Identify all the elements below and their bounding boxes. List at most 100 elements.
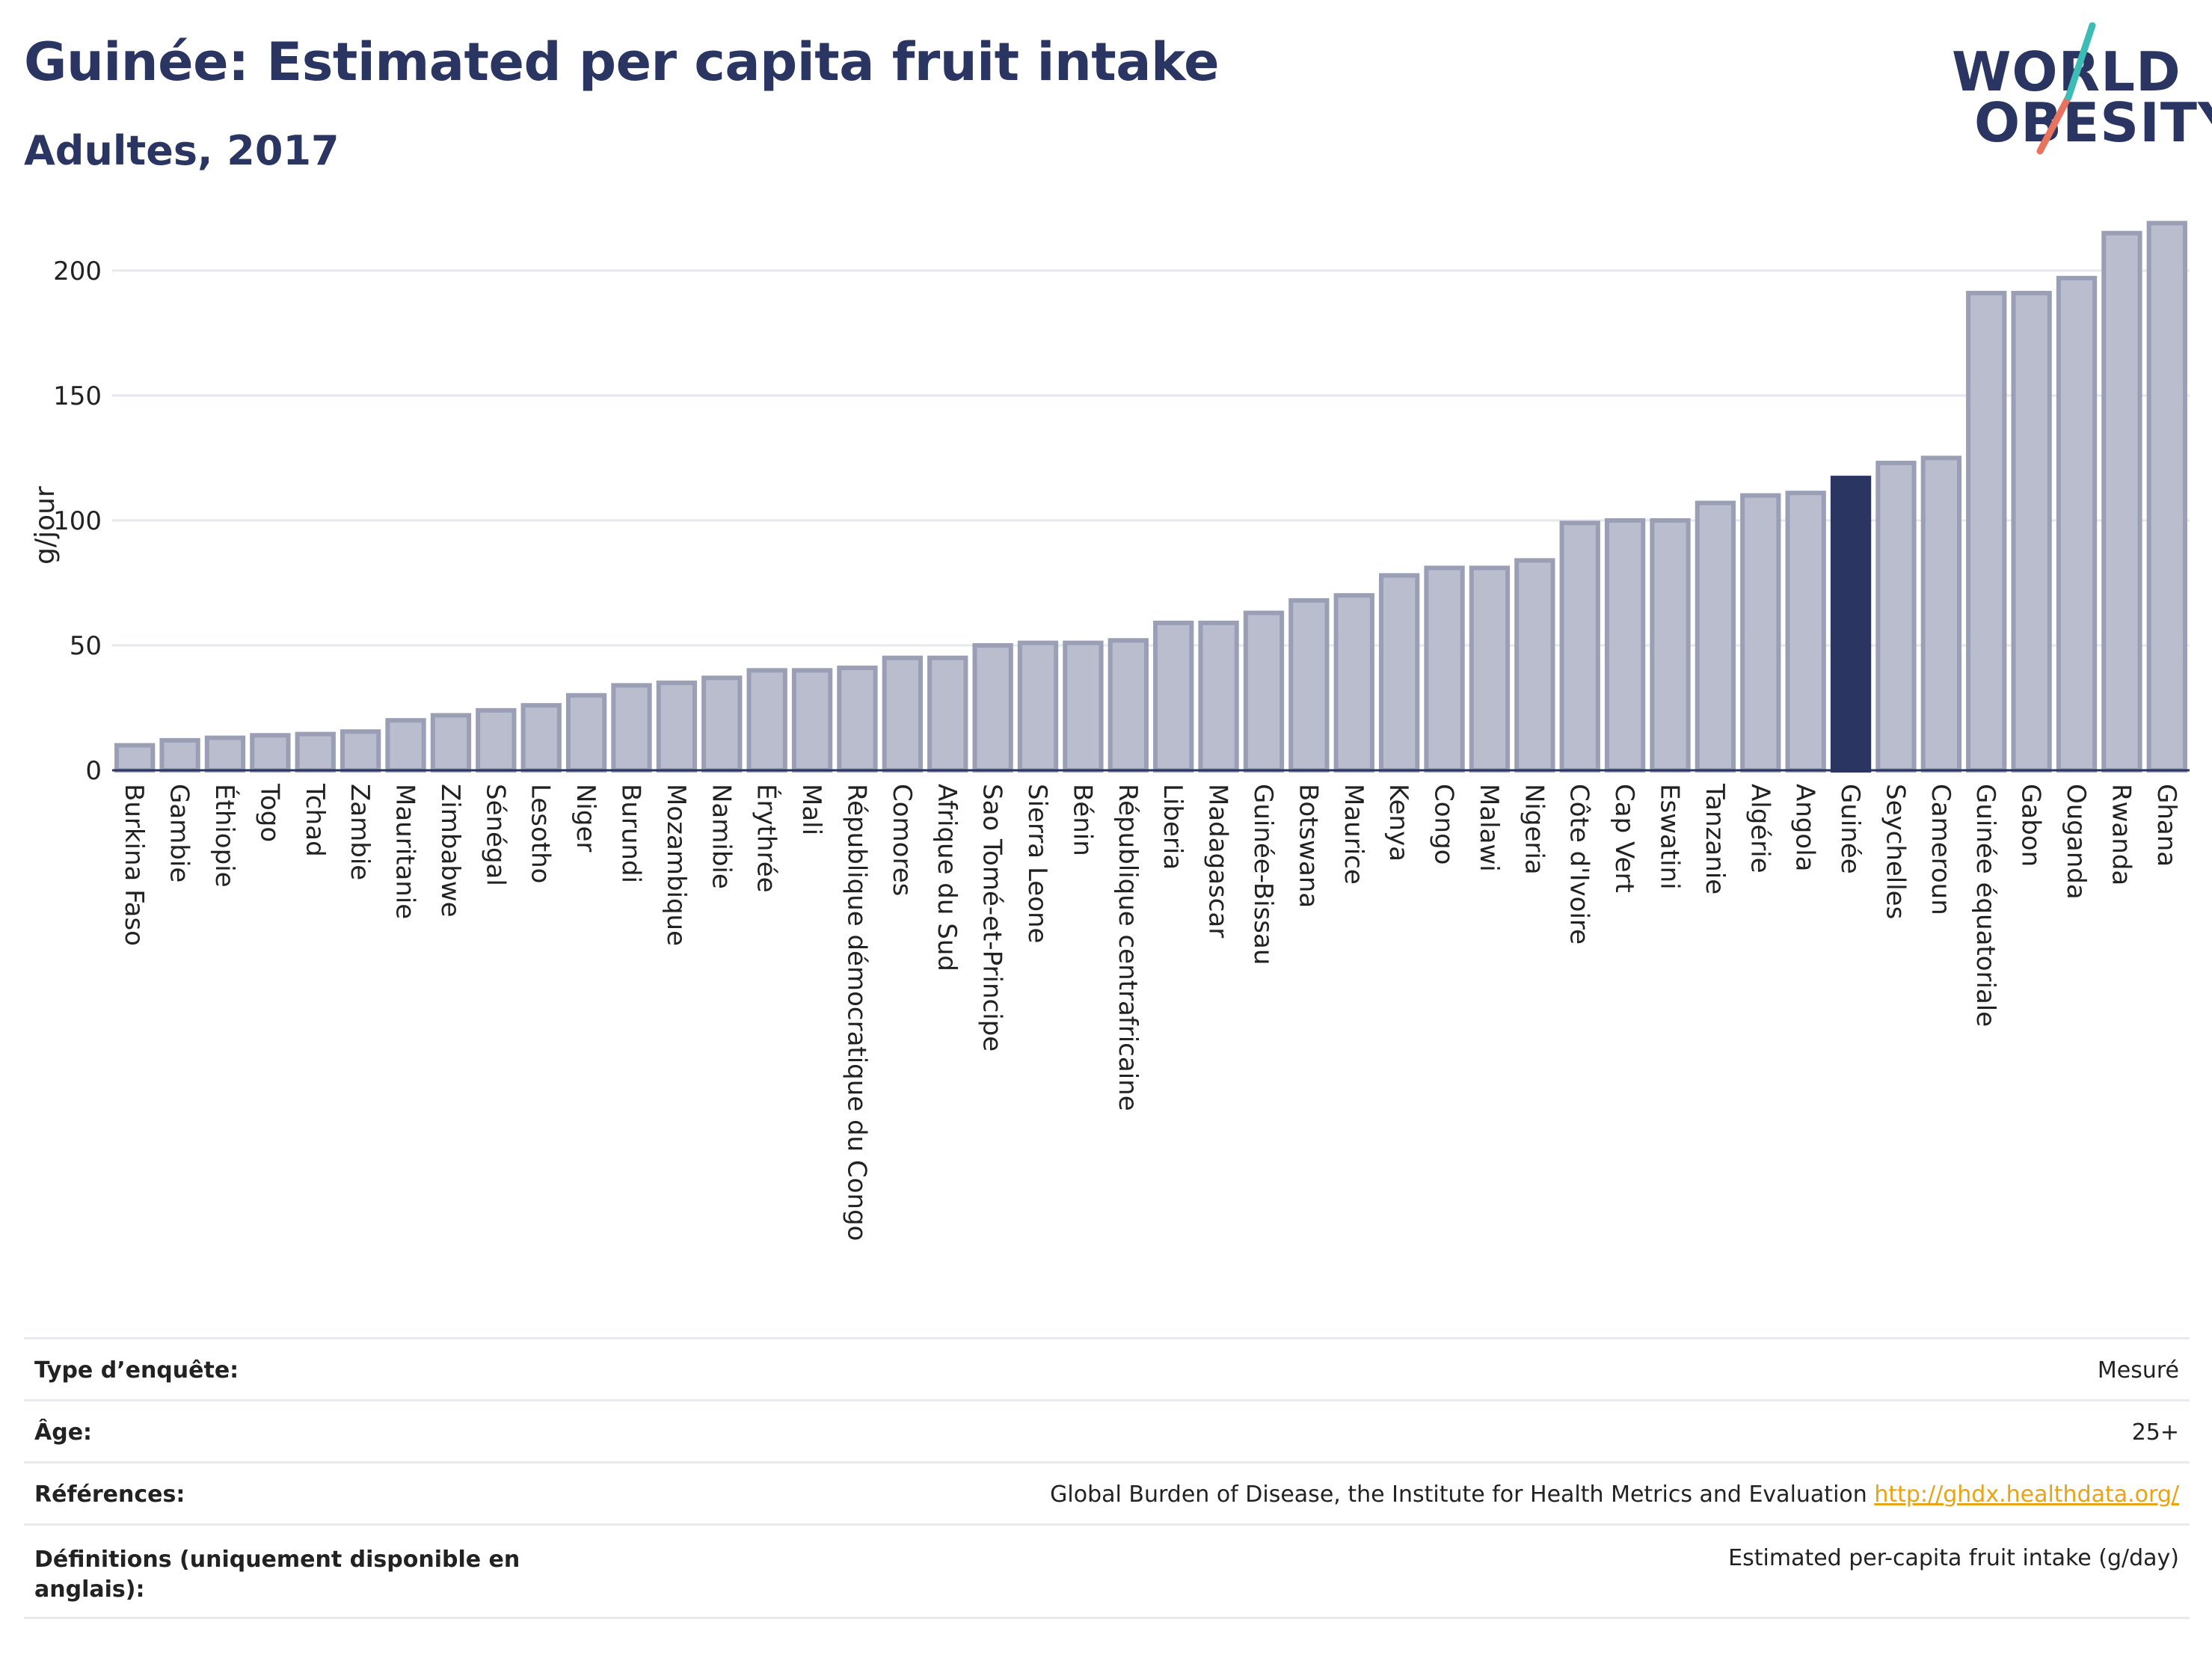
label-layer: 0 50 100 150 200 g/jour Burkina Faso Gambie Éthi…	[30, 257, 2181, 1241]
y-tick-label: 200	[53, 257, 102, 286]
x-tick-label: Zambie	[345, 784, 375, 880]
bar	[1469, 565, 1511, 773]
x-tick-label: Malawi	[1474, 784, 1504, 872]
info-key: Définitions (uniquement disponible en an…	[34, 1547, 520, 1603]
bar	[927, 655, 968, 773]
x-tick-label: République centrafricaine	[1113, 784, 1143, 1111]
bar	[1875, 461, 1917, 773]
x-tick-label: Bénin	[1067, 784, 1097, 856]
bar-highlight	[1830, 476, 1872, 773]
x-tick-label: Eswatini	[1655, 784, 1685, 890]
x-tick-label: Ghana	[2151, 784, 2181, 867]
info-row-age: Âge: 25+	[24, 1401, 2190, 1464]
x-tick-label: Tchad	[300, 783, 330, 857]
bar	[520, 703, 562, 773]
bar	[159, 737, 200, 773]
bar	[791, 668, 833, 773]
x-tick-label: Guinée	[1835, 784, 1865, 874]
bar	[2101, 230, 2142, 773]
info-key: Références:	[34, 1481, 185, 1508]
x-tick-label: Maurice	[1339, 784, 1368, 885]
info-key: Âge:	[34, 1419, 93, 1446]
bar	[250, 733, 291, 773]
x-tick-label: Mauritanie	[390, 784, 420, 919]
world-obesity-logo: WORLD OBESITY	[1952, 22, 2212, 157]
bar	[656, 681, 698, 773]
bar	[1966, 290, 2007, 773]
y-tick-label: 150	[53, 381, 102, 411]
bar	[1424, 565, 1465, 773]
x-tick-label: Burundi	[616, 784, 646, 883]
x-tick-label: Zimbabwe	[435, 784, 465, 918]
x-tick-label: Érythrée	[752, 784, 782, 893]
x-tick-label: Seychelles	[1880, 784, 1910, 919]
bar	[1198, 620, 1239, 773]
info-table: Type d’enquête: Mesuré Âge: 25+ Référenc…	[24, 1337, 2190, 1619]
bar	[385, 718, 426, 773]
bar	[340, 729, 381, 773]
x-tick-label: Gambie	[165, 784, 194, 882]
bar	[2011, 290, 2052, 773]
info-key: Type d’enquête:	[34, 1357, 239, 1384]
y-tick-label: 100	[53, 506, 102, 536]
bar	[1243, 610, 1285, 773]
page-title: Guinée: Estimated per capita fruit intak…	[24, 31, 1220, 93]
bar	[1378, 573, 1420, 773]
bar	[430, 713, 472, 773]
x-tick-label: Liberia	[1158, 784, 1188, 870]
bar-layer	[114, 221, 2187, 773]
bar	[114, 743, 156, 773]
x-tick-label: Nigeria	[1519, 784, 1549, 875]
logo-word-2: OBESITY	[1974, 91, 2212, 154]
bar	[565, 693, 607, 773]
x-tick-label: Afrique du Sud	[932, 784, 962, 971]
logo-slash-icon	[2036, 22, 2096, 155]
bar	[837, 666, 878, 773]
bar	[1333, 593, 1374, 773]
info-value: 25+	[2131, 1419, 2179, 1446]
x-tick-label: Sénégal	[480, 784, 510, 886]
bar	[701, 675, 743, 773]
bar	[1920, 455, 1962, 773]
x-tick-label: Madagascar	[1203, 784, 1233, 938]
x-tick-label: Botswana	[1293, 784, 1323, 908]
x-tick-label: Côte d'Ivoire	[1564, 784, 1594, 945]
bar	[1740, 493, 1781, 773]
x-tick-label: Kenya	[1383, 784, 1413, 862]
bar	[1514, 558, 1555, 773]
y-axis-label: g/jour	[30, 486, 61, 565]
bar	[295, 731, 336, 773]
x-tick-label: Togo	[254, 783, 284, 842]
bar	[611, 683, 652, 773]
bar	[1604, 518, 1646, 773]
info-value: Estimated per-capita fruit intake (g/day…	[1728, 1545, 2179, 1571]
x-tick-label: Gabon	[2016, 784, 2046, 867]
bar-chart: 0 50 100 150 200 g/jour Burkina Faso Gambie Éthi…	[30, 221, 2190, 1241]
references-link[interactable]: http://ghdx.healthdata.org/	[1874, 1481, 2179, 1508]
bar	[882, 655, 924, 773]
info-row-definitions: Définitions (uniquement disponible en an…	[24, 1526, 2190, 1619]
bar	[1017, 640, 1059, 773]
bar	[2146, 221, 2187, 773]
x-tick-label: Mali	[796, 784, 826, 835]
bar	[2056, 275, 2098, 773]
x-tick-label: Mozambique	[661, 784, 691, 946]
x-tick-label: Tanzanie	[1700, 783, 1730, 894]
references-text: Global Burden of Disease, the Institute …	[1050, 1481, 1875, 1508]
info-row-survey-type: Type d’enquête: Mesuré	[24, 1339, 2190, 1401]
y-tick-label: 50	[70, 631, 102, 661]
bar	[1107, 638, 1149, 773]
bar	[204, 735, 246, 773]
x-tick-label: Sao Tomé-et-Principe	[977, 784, 1007, 1051]
bar	[476, 707, 517, 773]
bar	[1650, 518, 1691, 773]
x-tick-label: Namibie	[706, 784, 736, 889]
info-row-references: Références: Global Burden of Disease, th…	[24, 1464, 2190, 1526]
bar	[1153, 620, 1194, 773]
x-tick-label: Lesotho	[526, 784, 556, 883]
x-tick-label: Comores	[887, 784, 917, 896]
info-value-references: Global Burden of Disease, the Institute …	[1050, 1481, 2179, 1508]
x-tick-label: Burkina Faso	[119, 784, 149, 946]
x-tick-label: République démocratique du Congo	[841, 784, 871, 1241]
x-tick-label: Cap Vert	[1609, 784, 1639, 893]
